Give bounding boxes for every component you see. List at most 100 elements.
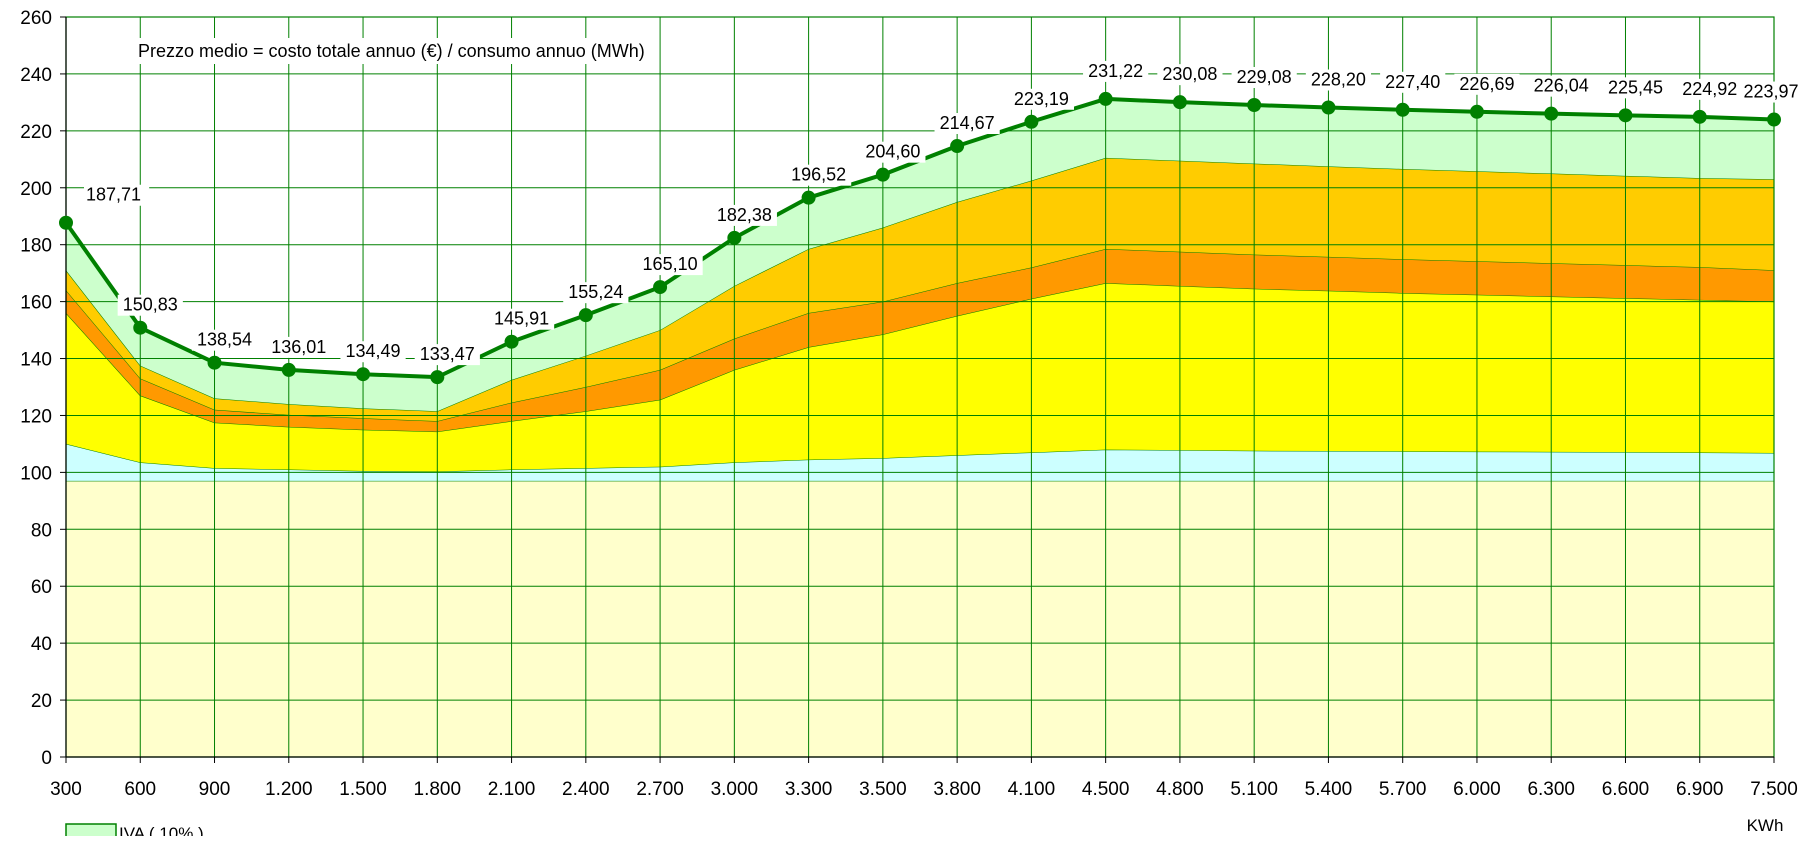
y-tick-label: 120 (20, 406, 52, 427)
price-point (1247, 98, 1262, 113)
price-point (504, 334, 519, 349)
data-label: 226,04 (1534, 76, 1589, 96)
data-label-bg (414, 344, 480, 366)
price-point (1098, 91, 1113, 106)
price-point (1544, 106, 1559, 121)
data-label: 225,45 (1608, 77, 1663, 97)
data-label-bg (786, 164, 852, 186)
price-point (59, 215, 73, 230)
data-label-bg (1008, 88, 1074, 110)
data-label-bg (1157, 64, 1223, 86)
data-label-bg (637, 254, 703, 276)
data-label: 226,69 (1459, 74, 1514, 94)
data-label: 196,52 (791, 165, 846, 185)
data-label: 227,40 (1385, 72, 1440, 92)
data-label: 214,67 (940, 113, 995, 133)
y-tick-label: 240 (20, 65, 52, 86)
data-label: 223,97 (1743, 82, 1798, 102)
y-tick-label: 140 (20, 350, 52, 371)
x-tick-label: 900 (199, 779, 231, 800)
data-label: 223,19 (1014, 89, 1069, 109)
legend-label-iva: IVA ( 10% ) (119, 824, 204, 836)
data-label-bg (934, 113, 1000, 135)
price-point (727, 230, 742, 245)
data-labels: 187,71 150,83 138,54 136,01 134,49 133,47 145,… (84, 60, 1804, 366)
y-tick-label: 60 (31, 577, 52, 598)
data-label-bg (488, 308, 555, 330)
data-label-bg (84, 184, 150, 206)
price-point (875, 167, 890, 182)
price-point (950, 139, 965, 154)
data-label-bg (266, 336, 332, 358)
y-tick-label: 160 (20, 293, 52, 314)
data-label-bg (340, 341, 406, 363)
data-label-bg (860, 141, 926, 163)
data-label: 204,60 (865, 142, 920, 162)
x-tick-label: 6.600 (1602, 779, 1650, 800)
price-point (653, 280, 668, 295)
data-label-bg (1231, 67, 1297, 89)
y-tick-label: 80 (31, 520, 52, 541)
x-tick-label: 2.100 (488, 779, 536, 800)
x-tick-label: 2.700 (636, 779, 684, 800)
data-label-bg (117, 294, 183, 316)
data-label-bg (191, 329, 258, 351)
x-tick-label: 4.500 (1082, 779, 1130, 800)
area-layer-1 (66, 480, 1774, 757)
data-label-bg (1602, 77, 1669, 99)
data-label-bg (1454, 73, 1520, 95)
price-point (1321, 100, 1336, 115)
price-point (1618, 108, 1633, 123)
x-tick-label: 1.800 (414, 779, 462, 800)
data-label-bg (711, 204, 777, 226)
data-label: 230,08 (1162, 64, 1217, 84)
y-tick-label: 40 (31, 634, 52, 655)
price-point (133, 320, 148, 335)
data-label: 155,24 (568, 282, 623, 302)
y-tick-labels: 0 20 40 60 80 100 120 140 160 180 200 220 240 260 (20, 8, 66, 769)
x-tick-label: 2.400 (562, 779, 610, 800)
y-tick-label: 100 (20, 463, 52, 484)
chart-annotation-bg (134, 38, 649, 64)
y-tick-label: 260 (20, 8, 52, 29)
y-tick-label: 180 (20, 236, 52, 257)
data-label-bg (1380, 71, 1446, 93)
data-label-bg (563, 282, 629, 304)
x-tick-label: 3.800 (933, 779, 981, 800)
area-layer-2 (66, 443, 1774, 481)
x-tick-label: 1.200 (265, 779, 313, 800)
x-tick-labels: 300 600 900 1.200 1.500 1.800 2.100 2.400 2.700 3… (50, 757, 1798, 800)
x-tick-label: 4.800 (1156, 779, 1204, 800)
y-tick-label: 0 (41, 748, 52, 769)
price-point (430, 370, 445, 385)
y-tick-label: 20 (31, 691, 52, 712)
x-tick-label: 4.100 (1008, 779, 1056, 800)
price-point (578, 308, 593, 323)
x-tick-label: 5.100 (1230, 779, 1278, 800)
data-label-bg (1528, 75, 1594, 97)
price-point (1172, 95, 1187, 110)
data-label: 187,71 (86, 185, 141, 205)
axes (65, 16, 1775, 758)
data-label: 136,01 (271, 337, 326, 357)
data-label-bg (1305, 69, 1372, 91)
data-label: 182,38 (717, 205, 772, 225)
area-layers (65, 98, 1775, 757)
price-point (1767, 112, 1781, 127)
x-tick-label: 300 (50, 779, 82, 800)
price-point (356, 367, 371, 382)
data-label-bg (1677, 78, 1743, 100)
price-point (281, 362, 296, 377)
legend-swatch-iva (65, 823, 117, 841)
price-point (1469, 104, 1484, 119)
data-label: 231,22 (1088, 61, 1143, 81)
area-layer-4 (66, 248, 1774, 432)
x-tick-label: 6.900 (1676, 779, 1724, 800)
area-layer-edge-2 (65, 443, 1775, 473)
x-axis-unit: KWh (1747, 816, 1784, 835)
data-label: 229,08 (1237, 67, 1292, 87)
data-label: 138,54 (197, 330, 252, 350)
price-point (1692, 109, 1707, 124)
